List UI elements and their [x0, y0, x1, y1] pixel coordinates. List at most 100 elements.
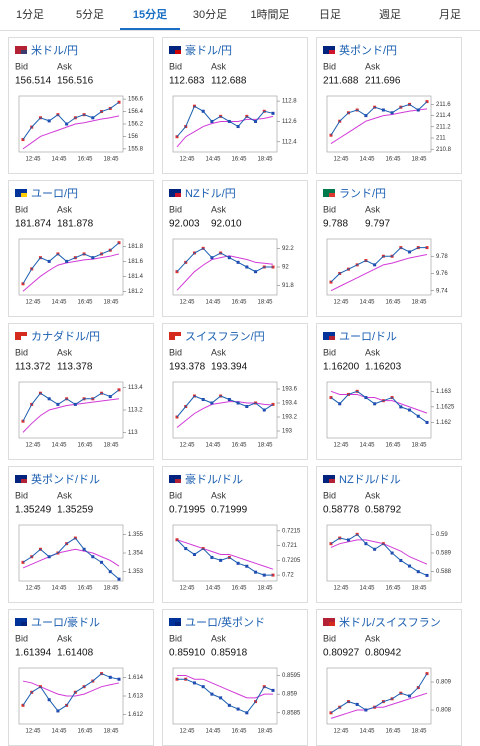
x-tick-label: 18:45 [257, 729, 273, 735]
tab-bar: 1分足 5分足 15分足 30分足 1時間足 日足 週足 月足 [0, 0, 480, 31]
y-tick-label: 210.8 [436, 147, 452, 153]
x-tick-label: 18:45 [411, 586, 427, 592]
flag-icon [329, 336, 335, 340]
close-marker [425, 573, 429, 577]
timeframe-tab[interactable]: 30分足 [192, 9, 228, 21]
rate-card[interactable]: スイスフラン/円 Bid Ask 193.378 193.394 193 193.2 193.… [162, 323, 308, 460]
x-tick-label: 14:45 [359, 157, 375, 163]
y-tick-label: 0.8595 [282, 673, 301, 679]
x-tick-label: 16:45 [231, 586, 247, 592]
timeframe-tab[interactable]: 5分足 [75, 9, 105, 21]
y-tick-label: 193.4 [282, 401, 298, 407]
y-tick-label: 0.809 [436, 680, 452, 686]
pair-title: 豪ドル/ドル [185, 472, 243, 486]
ask-label: Ask [211, 633, 227, 643]
y-tick-label: 156.2 [128, 122, 144, 128]
x-tick-label: 16:45 [77, 729, 93, 735]
moving-average [330, 108, 428, 145]
timeframe-tab[interactable]: 15分足 [120, 0, 180, 30]
y-tick-label: 113.4 [128, 385, 143, 391]
ask-label: Ask [57, 633, 73, 643]
rate-card[interactable]: ユーロ/英ポンド Bid Ask 0.85910 0.85918 0.8585 0.859 0… [162, 609, 308, 746]
close-line [330, 101, 428, 136]
plot-area [172, 381, 278, 439]
x-tick-label: 12:45 [179, 443, 195, 449]
rate-card[interactable]: ユーロ/円 Bid Ask 181.874 181.878 181.2 181.4 181.6… [8, 180, 154, 317]
y-tick-label: 0.859 [282, 692, 298, 698]
rate-card[interactable]: NZドル/ドル Bid Ask 0.58778 0.58792 0.588 0.589 0.5… [316, 466, 462, 603]
y-tick-label: 181.6 [128, 259, 144, 265]
rate-card[interactable]: NZドル/円 Bid Ask 92.003 92.010 91.8 92 92.2 12:45 1… [162, 180, 308, 317]
ask-label: Ask [57, 347, 73, 357]
x-tick-label: 12:45 [333, 300, 349, 306]
plot-area [326, 524, 432, 582]
moving-average [22, 398, 120, 433]
x-tick-label: 14:45 [51, 443, 67, 449]
plot-area [18, 95, 124, 153]
moving-average [330, 254, 428, 292]
bid-value: 1.16200 [323, 362, 360, 373]
x-tick-label: 14:45 [51, 586, 67, 592]
pair-title: NZドル/ドル [339, 474, 401, 486]
flag-icon [21, 336, 27, 340]
pair-title: カナダドル/円 [31, 329, 100, 343]
y-tick-label: 181.2 [128, 289, 144, 295]
x-tick-label: 18:45 [411, 443, 427, 449]
plot-area [18, 238, 124, 296]
ask-label: Ask [57, 204, 73, 214]
bid-value: 1.61394 [15, 648, 52, 659]
ask-label: Ask [57, 61, 73, 71]
x-tick-label: 18:45 [257, 300, 273, 306]
pair-title: 豪ドル/円 [185, 43, 232, 57]
timeframe-tab[interactable]: 1分足 [15, 9, 45, 21]
bid-value: 193.378 [169, 362, 206, 373]
ask-value: 0.58792 [365, 505, 402, 516]
x-tick-label: 12:45 [333, 729, 349, 735]
y-tick-label: 9.76 [436, 271, 448, 277]
bid-value: 0.71995 [169, 505, 206, 516]
moving-average [22, 548, 120, 569]
rate-card[interactable]: カナダドル/円 Bid Ask 113.372 113.378 113 113.2 113.4… [8, 323, 154, 460]
rate-card[interactable]: 米ドル/円 Bid Ask 156.514 156.516 155.8 156 156.2 15… [8, 37, 154, 174]
moving-average [22, 115, 120, 150]
bid-value: 211.688 [323, 76, 359, 87]
flag-icon [329, 479, 335, 483]
close-marker [175, 538, 179, 542]
x-tick-label: 12:45 [179, 157, 195, 163]
rate-card[interactable]: 豪ドル/ドル Bid Ask 0.71995 0.71999 0.72 0.7205 0.72… [162, 466, 308, 603]
timeframe-tab[interactable]: 週足 [379, 9, 401, 21]
y-tick-label: 0.808 [436, 708, 452, 714]
timeframe-tab[interactable]: 月足 [439, 9, 461, 21]
x-tick-label: 12:45 [179, 729, 195, 735]
y-tick-label: 112.8 [282, 99, 297, 105]
rate-card[interactable]: 英ポンド/円 Bid Ask 211.688 211.696 210.8 211 211.2 2… [316, 37, 462, 174]
y-tick-label: 193 [282, 429, 293, 435]
close-marker [329, 396, 333, 400]
x-tick-label: 12:45 [333, 443, 349, 449]
rate-card[interactable]: 豪ドル/円 Bid Ask 112.683 112.688 112.4 112.6 112.8… [162, 37, 308, 174]
bid-label: Bid [323, 490, 336, 500]
rate-card[interactable]: ユーロ/ドル Bid Ask 1.16200 1.16203 1.162 1.1625 1.1… [316, 323, 462, 460]
rate-card[interactable]: ユーロ/豪ドル Bid Ask 1.61394 1.61408 1.612 1.613 1.6… [8, 609, 154, 746]
pair-title: ユーロ/円 [31, 188, 78, 200]
bid-label: Bid [169, 490, 182, 500]
x-tick-label: 14:45 [205, 443, 221, 449]
timeframe-tab[interactable]: 1時間足 [250, 9, 290, 21]
x-tick-label: 18:45 [411, 157, 427, 163]
close-line [176, 539, 273, 576]
y-tick-label: 211.4 [436, 113, 451, 119]
close-marker [329, 542, 333, 546]
x-tick-label: 18:45 [411, 300, 427, 306]
ask-label: Ask [211, 490, 227, 500]
rate-card[interactable]: 米ドル/スイスフラン Bid Ask 0.80927 0.80942 0.808 0.809… [316, 609, 462, 746]
rate-card[interactable]: 英ポンド/ドル Bid Ask 1.35249 1.35259 1.353 1.354 1.3… [8, 466, 154, 603]
timeframe-tab[interactable]: 日足 [319, 9, 341, 21]
rate-card[interactable]: ランド/円 Bid Ask 9.788 9.797 9.74 9.76 9.78 12:45 14… [316, 180, 462, 317]
